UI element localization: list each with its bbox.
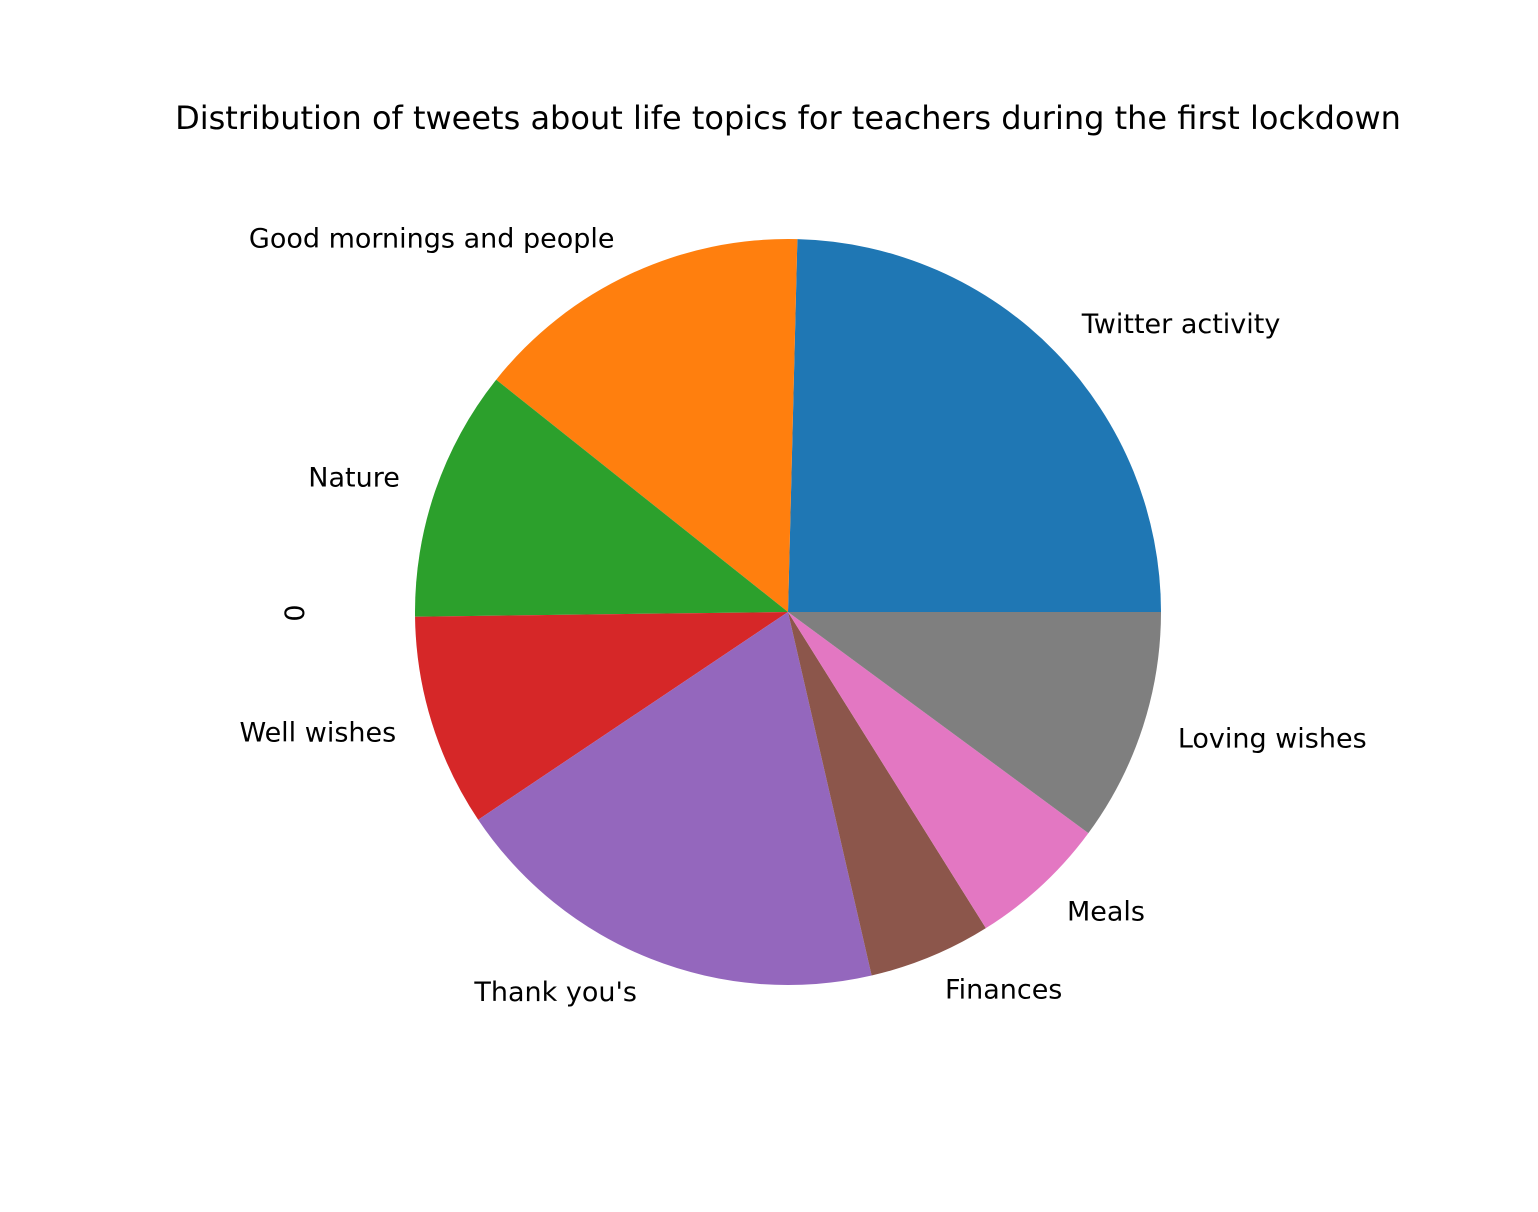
slice-label: Thank you's	[473, 977, 637, 1008]
chart-title: Distribution of tweets about life topics…	[175, 99, 1401, 137]
pie-slice-finances	[788, 612, 986, 976]
slice-label: Good mornings and people	[249, 224, 615, 255]
pie-slice-good-mornings-and-people	[496, 239, 798, 612]
slice-label: Meals	[1067, 896, 1145, 927]
slice-label: Loving wishes	[1178, 724, 1367, 755]
pie-slice-meals	[788, 612, 1089, 929]
slice-label: Nature	[308, 463, 400, 494]
pie-slice-thank-you-s	[478, 612, 872, 985]
slice-label: Well wishes	[239, 717, 396, 748]
slice-labels: Twitter activity Good mornings and people…	[239, 224, 1366, 1008]
pie-slice-loving-wishes	[788, 612, 1161, 834]
slice-label: Finances	[945, 975, 1062, 1006]
pie-slices	[415, 239, 1161, 985]
y-axis-label: 0	[280, 604, 311, 621]
pie-slice-well-wishes	[415, 612, 788, 820]
pie-slice-nature	[415, 379, 788, 617]
slice-label: Twitter activity	[1081, 309, 1281, 340]
pie-slice-twitter-activity	[788, 239, 1161, 612]
